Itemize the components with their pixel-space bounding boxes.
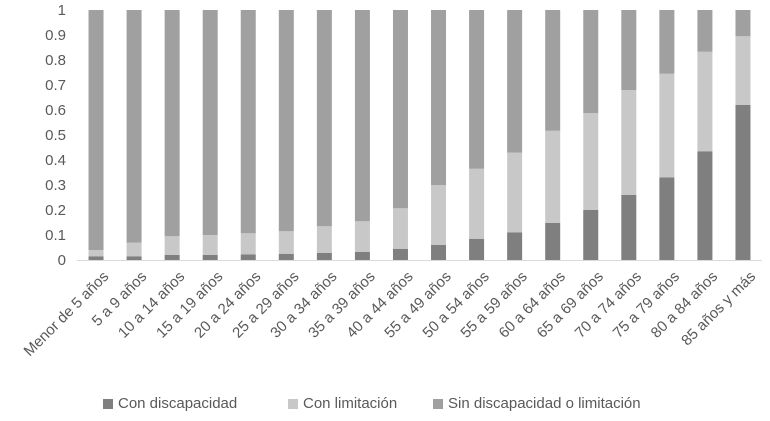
bar-segment-1-11 [469, 238, 485, 260]
bar-segment-1-14 [583, 210, 599, 260]
bar-segment-1-2 [126, 256, 142, 260]
y-tick-label: 0 [58, 252, 66, 269]
bar-segment-3-13 [545, 10, 561, 131]
bar-segment-3-6 [278, 10, 294, 232]
bar-segment-2-16 [659, 73, 675, 178]
bar-segment-1-8 [354, 252, 370, 260]
bar-segment-3-10 [431, 10, 447, 185]
bar-segment-2-2 [126, 242, 142, 257]
y-tick-label: 0.4 [45, 152, 66, 169]
bar-segment-2-8 [354, 221, 370, 252]
y-axis: 0 0.1 0.2 0.3 0.4 0.5 0.6 0.7 0.8 0.9 1 [45, 2, 66, 269]
legend-swatch [103, 399, 113, 409]
bar-segment-1-10 [431, 245, 447, 260]
legend-label: Con discapacidad [118, 395, 237, 412]
bar-segment-3-17 [697, 10, 713, 52]
bar-segment-2-15 [621, 90, 637, 195]
bar-segment-2-1 [88, 250, 104, 257]
bar-segment-2-14 [583, 113, 599, 210]
bar-segment-3-8 [354, 10, 370, 222]
bar-segment-1-13 [545, 223, 561, 260]
bar-segment-3-4 [202, 10, 218, 235]
bar-segment-2-10 [431, 185, 447, 245]
bar-segment-3-7 [316, 10, 332, 227]
bar-segment-2-17 [697, 51, 713, 152]
legend-swatch [288, 399, 298, 409]
bar-segment-1-16 [659, 177, 675, 260]
bar-segment-1-3 [164, 255, 180, 260]
bar-segment-1-15 [621, 195, 637, 260]
y-tick-label: 0.2 [45, 202, 66, 219]
y-tick-label: 0.8 [45, 52, 66, 69]
bar-segment-2-4 [202, 235, 218, 255]
bar-segment-1-7 [316, 253, 332, 260]
bar-segment-2-13 [545, 130, 561, 223]
legend-swatch [433, 399, 443, 409]
bar-segment-1-5 [240, 254, 256, 260]
bar-segment-1-9 [392, 248, 408, 260]
bar-segment-1-6 [278, 253, 294, 260]
bar-segment-3-11 [469, 10, 485, 169]
bar-segment-3-18 [735, 10, 751, 37]
y-tick-label: 0.9 [45, 27, 66, 44]
bar-segment-2-12 [507, 152, 523, 233]
bar-segment-3-9 [392, 10, 408, 209]
bar-segment-2-11 [469, 168, 485, 239]
bar-segment-2-6 [278, 231, 294, 254]
bar-segment-1-17 [697, 151, 713, 260]
bar-segment-1-4 [202, 255, 218, 260]
y-tick-label: 0.7 [45, 77, 66, 94]
bar-segment-3-15 [621, 10, 637, 90]
legend: Con discapacidad Con limitación Sin discap… [103, 395, 641, 412]
y-tick-label: 0.6 [45, 102, 66, 119]
bar-segment-3-16 [659, 10, 675, 74]
bar-segment-3-1 [88, 10, 104, 250]
y-tick-label: 0.1 [45, 227, 66, 244]
bar-segment-3-5 [240, 10, 256, 234]
bar-segment-2-5 [240, 233, 256, 255]
y-tick-label: 0.3 [45, 177, 66, 194]
bar-segment-3-3 [164, 10, 180, 237]
bar-segment-1-1 [88, 256, 104, 260]
bars [88, 10, 751, 260]
bar-segment-3-2 [126, 10, 142, 243]
bar-segment-1-12 [507, 232, 523, 260]
y-tick-label: 1 [58, 2, 66, 19]
bar-segment-3-14 [583, 10, 599, 113]
bar-segment-2-9 [392, 208, 408, 249]
bar-segment-1-18 [735, 105, 751, 260]
bar-segment-3-12 [507, 10, 523, 153]
bar-segment-2-7 [316, 226, 332, 253]
legend-label: Con limitación [303, 395, 397, 412]
legend-label: Sin discapacidad o limitación [448, 395, 641, 412]
y-tick-label: 0.5 [45, 127, 66, 144]
bar-segment-2-3 [164, 236, 180, 255]
bar-segment-2-18 [735, 36, 751, 105]
